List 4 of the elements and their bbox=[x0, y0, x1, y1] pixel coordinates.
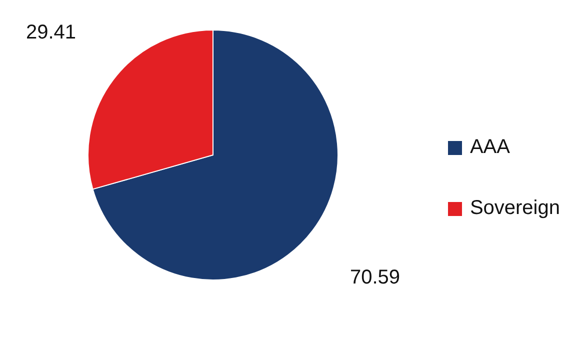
data-label: 70.59 bbox=[350, 266, 400, 288]
legend-label: AAA bbox=[470, 136, 510, 159]
data-label: 29.41 bbox=[26, 22, 76, 44]
legend-label: Sovereign bbox=[470, 197, 560, 220]
